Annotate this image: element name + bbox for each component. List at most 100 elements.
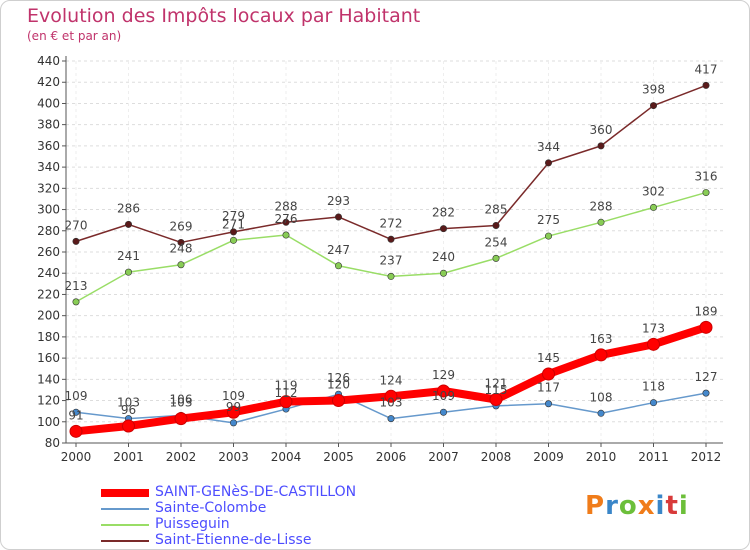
data-label: 91 (68, 408, 83, 422)
y-tick-label: 220 (37, 287, 60, 301)
y-tick-label: 260 (37, 245, 60, 259)
data-label: 240 (432, 250, 455, 264)
data-point (282, 231, 290, 239)
legend-swatch (101, 489, 149, 497)
data-point (230, 419, 238, 427)
data-label: 96 (121, 403, 136, 417)
series-0 (69, 320, 713, 438)
x-tick-label: 2010 (586, 450, 617, 464)
x-tick-label: 2007 (428, 450, 459, 464)
data-label: 302 (642, 184, 665, 198)
y-tick-label: 380 (37, 118, 60, 132)
x-tick-label: 2009 (533, 450, 564, 464)
data-point (439, 269, 447, 277)
data-point (649, 102, 657, 110)
data-point (69, 424, 83, 438)
data-point (334, 262, 342, 270)
series-3 (72, 81, 710, 246)
data-point (597, 218, 605, 226)
data-label: 127 (695, 370, 718, 384)
data-label: 360 (590, 123, 613, 137)
data-point (594, 348, 608, 362)
data-point (72, 298, 80, 306)
data-label: 285 (485, 202, 508, 216)
data-point (544, 400, 552, 408)
data-point (384, 389, 398, 403)
data-label: 248 (170, 242, 193, 256)
y-tick-label: 320 (37, 181, 60, 195)
x-tick-label: 2003 (218, 450, 249, 464)
data-label: 99 (226, 400, 241, 414)
data-label: 398 (642, 83, 665, 97)
data-point (544, 232, 552, 240)
data-label: 213 (65, 279, 88, 293)
data-label: 109 (222, 389, 245, 403)
data-point (597, 409, 605, 417)
data-label: 103 (117, 396, 140, 410)
data-point (174, 412, 188, 426)
data-label: 247 (327, 243, 350, 257)
data-label: 293 (327, 194, 350, 208)
chart-title: Evolution des Impôts locaux par Habitant (27, 5, 421, 27)
data-label: 279 (222, 209, 245, 223)
data-label: 344 (537, 140, 560, 154)
y-tick-label: 440 (37, 54, 60, 68)
data-point (177, 238, 185, 246)
data-point (387, 272, 395, 280)
data-label: 237 (380, 253, 403, 267)
data-label: 271 (222, 217, 245, 231)
y-tick-label: 340 (37, 160, 60, 174)
data-point (439, 225, 447, 233)
data-point (72, 237, 80, 245)
x-tick-label: 2002 (166, 450, 197, 464)
y-tick-label: 100 (37, 415, 60, 429)
data-label: 254 (485, 235, 508, 249)
data-point (279, 395, 293, 409)
data-label: 106 (170, 392, 193, 406)
data-label: 103 (170, 396, 193, 410)
data-label: 145 (537, 351, 560, 365)
y-tick-label: 280 (37, 224, 60, 238)
y-tick-label: 420 (37, 75, 60, 89)
proxiti-logo: Proxiti (585, 491, 689, 521)
data-label: 112 (275, 386, 298, 400)
y-tick-label: 400 (37, 96, 60, 110)
data-point (647, 337, 660, 351)
data-point (282, 218, 290, 226)
data-point (230, 228, 238, 236)
data-label: 129 (432, 368, 455, 382)
data-label: 276 (275, 212, 298, 226)
data-point (122, 419, 135, 433)
data-point (439, 408, 447, 416)
data-point (702, 189, 710, 197)
data-point (544, 159, 552, 167)
legend-label: Sainte-Colombe (155, 500, 267, 516)
x-tick-label: 2000 (61, 450, 92, 464)
data-label: 121 (485, 376, 508, 390)
data-label: 316 (695, 170, 718, 184)
data-label: 108 (590, 390, 613, 404)
legend-label: Puisseguin (155, 516, 230, 532)
x-tick-label: 2011 (638, 450, 669, 464)
data-label: 269 (170, 219, 193, 233)
data-label: 282 (432, 206, 455, 220)
data-point (125, 268, 133, 276)
data-label: 109 (65, 389, 88, 403)
y-tick-label: 80 (45, 436, 60, 450)
y-tick-label: 160 (37, 351, 60, 365)
data-point (492, 221, 500, 229)
data-label: 272 (380, 216, 403, 230)
x-tick-label: 2005 (323, 450, 354, 464)
data-point (699, 320, 713, 334)
data-label: 241 (117, 249, 140, 263)
legend-swatch (101, 508, 149, 510)
data-point (334, 213, 342, 221)
y-tick-label: 140 (37, 372, 60, 386)
data-point (649, 203, 657, 211)
data-label: 117 (537, 381, 560, 395)
data-label: 119 (275, 379, 298, 393)
y-tick-label: 200 (37, 309, 60, 323)
data-label: 286 (117, 201, 140, 215)
